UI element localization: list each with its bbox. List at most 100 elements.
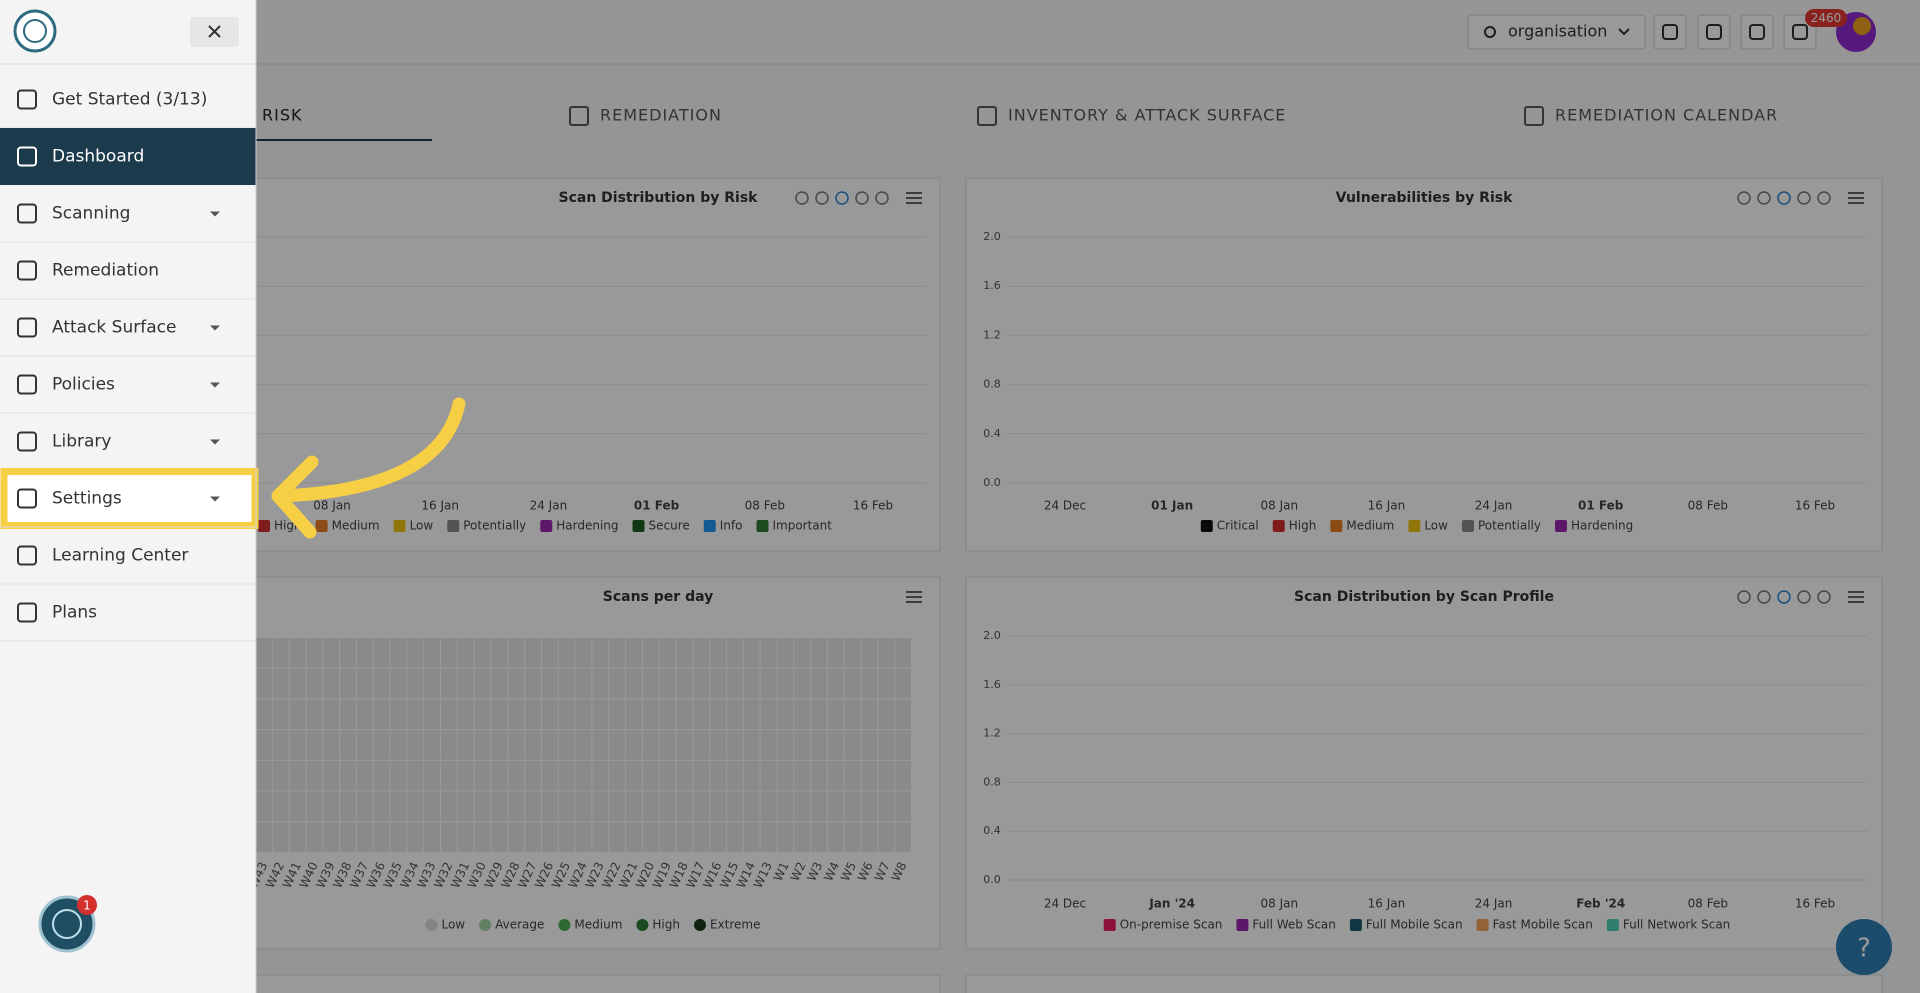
menu-item[interactable]: Get Started (3/13) bbox=[52, 90, 207, 110]
menu-item[interactable]: Scanning bbox=[52, 204, 130, 224]
organisation-button[interactable] bbox=[1467, 14, 1646, 50]
icon-button[interactable] bbox=[1740, 14, 1774, 50]
menu-item[interactable]: Dashboard bbox=[52, 147, 144, 167]
toolbar-icon[interactable] bbox=[1797, 191, 1811, 205]
y-tick-label: 1.6 bbox=[983, 678, 1001, 691]
legend: Critical High Medium Low Potentially Hardenin… bbox=[1200, 519, 1633, 533]
tab[interactable]: REMEDIATION CALENDAR bbox=[1555, 106, 1778, 125]
heatmap-cell bbox=[508, 668, 525, 699]
heatmap-cell bbox=[256, 668, 272, 699]
heatmap-cell bbox=[827, 699, 844, 730]
toolbar-icon[interactable] bbox=[795, 191, 809, 205]
heatmap-cell bbox=[541, 822, 558, 852]
legend-label: Info bbox=[720, 519, 743, 533]
tab[interactable]: INVENTORY & ATTACK SURFACE bbox=[1008, 106, 1286, 125]
heatmap-cell bbox=[609, 791, 626, 822]
heatmap-cell bbox=[895, 730, 911, 760]
menu-item[interactable]: Library bbox=[52, 432, 111, 452]
legend-swatch bbox=[540, 520, 553, 532]
heatmap-cell bbox=[743, 638, 760, 668]
toolbar-icon[interactable] bbox=[1777, 191, 1791, 205]
heatmap-cell bbox=[676, 822, 693, 852]
x-tick-label: 08 Feb bbox=[745, 499, 785, 513]
menu-item[interactable]: Policies bbox=[52, 375, 115, 395]
heatmap-cell bbox=[356, 668, 373, 699]
toolbar-icon[interactable] bbox=[855, 191, 869, 205]
heatmap-cell bbox=[861, 822, 878, 852]
heatmap-cell bbox=[558, 822, 575, 852]
toolbar-icon[interactable] bbox=[1817, 590, 1831, 604]
heatmap-cell bbox=[659, 822, 676, 852]
heatmap-cell bbox=[592, 791, 609, 822]
menu-item[interactable]: Attack Surface bbox=[52, 318, 176, 338]
icon-button[interactable] bbox=[1697, 14, 1731, 50]
heatmap-cell bbox=[474, 699, 491, 730]
heatmap-cell bbox=[407, 791, 424, 822]
toolbar-icon[interactable] bbox=[815, 191, 829, 205]
legend-swatch bbox=[1103, 919, 1116, 931]
heatmap-cell bbox=[710, 638, 726, 668]
y-tick-label: 2.0 bbox=[983, 230, 1001, 243]
legend-swatch bbox=[636, 919, 649, 931]
heatmap-cell bbox=[794, 791, 811, 822]
heatmap-cell bbox=[272, 699, 289, 730]
heatmap-cell bbox=[441, 822, 457, 852]
heatmap-cell bbox=[272, 638, 289, 668]
toolbar-icon[interactable] bbox=[1737, 590, 1751, 604]
heatmap-cell bbox=[390, 668, 407, 699]
heatmap-cell bbox=[323, 699, 340, 730]
toolbar-icon[interactable] bbox=[875, 191, 889, 205]
heatmap-cell bbox=[659, 668, 676, 699]
heatmap-cell bbox=[323, 638, 340, 668]
x-tick-label: 24 Dec bbox=[1044, 499, 1086, 513]
heatmap-cell bbox=[407, 760, 424, 791]
heatmap-cell bbox=[811, 638, 827, 668]
heatmap-cell bbox=[457, 822, 474, 852]
heatmap-cell bbox=[441, 760, 457, 791]
heatmap-cell bbox=[895, 699, 911, 730]
heatmap-cell bbox=[861, 638, 878, 668]
heatmap-cell bbox=[441, 791, 457, 822]
heatmap-cell bbox=[256, 760, 272, 791]
toolbar-icon[interactable] bbox=[1817, 191, 1831, 205]
sidebar: Get Started (3/13) Dashboard Scanning Remed… bbox=[0, 0, 466, 993]
toolbar-icon[interactable] bbox=[1757, 590, 1771, 604]
heatmap-cell bbox=[760, 791, 777, 822]
menu-item[interactable]: Learning Center bbox=[52, 546, 188, 566]
organisation-icon bbox=[1484, 26, 1496, 38]
close-icon bbox=[208, 25, 221, 38]
menu-item[interactable]: Plans bbox=[52, 603, 97, 623]
heatmap-cell bbox=[760, 730, 777, 760]
icon-button[interactable] bbox=[1653, 14, 1687, 50]
menu-icon bbox=[17, 89, 37, 110]
legend-swatch bbox=[479, 919, 492, 931]
y-tick-label: 1.2 bbox=[983, 328, 1001, 341]
heatmap-cell bbox=[693, 760, 710, 791]
y-tick-label: 0.8 bbox=[983, 775, 1001, 788]
heatmap-cell bbox=[609, 760, 626, 791]
legend-label: On-premise Scan bbox=[1120, 918, 1223, 932]
legend-label: Potentially bbox=[463, 519, 526, 533]
toolbar-icon[interactable] bbox=[1777, 590, 1791, 604]
legend-label: Medium bbox=[1346, 519, 1394, 533]
tab[interactable]: REMEDIATION bbox=[600, 106, 722, 125]
heatmap-cell bbox=[811, 668, 827, 699]
toolbar-icon[interactable] bbox=[1757, 191, 1771, 205]
toolbar-icon[interactable] bbox=[1797, 590, 1811, 604]
help-button[interactable] bbox=[1836, 919, 1892, 975]
menu-icon bbox=[17, 602, 37, 623]
legend-label: Extreme bbox=[710, 918, 761, 932]
heatmap-cell bbox=[323, 730, 340, 760]
heatmap-cell bbox=[575, 760, 592, 791]
menu-item[interactable]: Settings bbox=[52, 489, 122, 509]
toolbar-icon[interactable] bbox=[1737, 191, 1751, 205]
y-tick-label: 0.0 bbox=[983, 476, 1001, 489]
menu-item[interactable]: Remediation bbox=[52, 261, 159, 281]
heatmap-cell bbox=[491, 760, 508, 791]
toolbar-icon[interactable] bbox=[835, 191, 849, 205]
menu-icon bbox=[17, 317, 37, 338]
tab[interactable]: RISK bbox=[262, 106, 302, 125]
heatmap-cell bbox=[424, 822, 441, 852]
heatmap-cell bbox=[811, 822, 827, 852]
heatmap-cell bbox=[811, 730, 827, 760]
